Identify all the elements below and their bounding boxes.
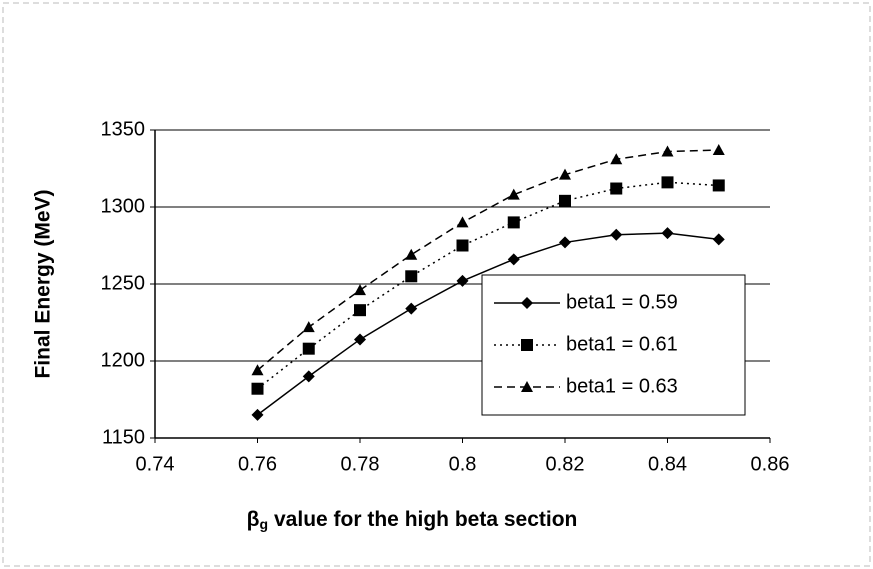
- marker: [661, 227, 674, 240]
- marker: [456, 216, 469, 228]
- marker: [661, 145, 674, 157]
- marker: [712, 179, 725, 192]
- marker: [712, 144, 725, 156]
- marker: [610, 153, 623, 165]
- marker: [405, 302, 418, 315]
- marker: [610, 228, 623, 241]
- x-tick-label: 0.82: [546, 453, 585, 475]
- marker: [521, 297, 533, 309]
- marker: [251, 408, 264, 421]
- legend-label: beta1 = 0.61: [566, 333, 678, 355]
- marker: [610, 182, 623, 195]
- marker: [661, 176, 674, 189]
- x-tick-label: 0.8: [449, 453, 477, 475]
- series-line: [257, 232, 719, 416]
- marker: [302, 321, 315, 333]
- marker: [251, 364, 264, 376]
- marker: [456, 274, 469, 287]
- marker: [354, 284, 366, 296]
- marker: [559, 168, 571, 180]
- marker: [354, 333, 366, 346]
- marker: [521, 339, 533, 351]
- y-tick-label: 1150: [102, 426, 145, 448]
- series-line: [257, 149, 719, 371]
- x-tick-label: 0.86: [751, 453, 790, 475]
- series-line: [257, 181, 719, 390]
- y-tick-label: 1250: [101, 272, 146, 294]
- marker: [507, 188, 520, 200]
- marker: [712, 233, 725, 246]
- x-tick-label: 0.84: [648, 453, 687, 475]
- marker: [507, 253, 520, 266]
- marker: [559, 236, 571, 249]
- x-axis-title: βg value for the high beta section: [247, 508, 578, 532]
- y-axis-title: Final Energy (MeV): [32, 189, 55, 378]
- x-axis-subscript: g: [259, 516, 268, 532]
- marker: [251, 382, 264, 395]
- y-tick-label: 1350: [101, 118, 146, 140]
- x-tick-label: 0.78: [341, 453, 380, 475]
- y-tick-label: 1200: [101, 349, 146, 371]
- marker: [456, 239, 469, 252]
- x-axis-symbol: β: [247, 508, 260, 531]
- legend-label: beta1 = 0.63: [566, 375, 678, 397]
- marker: [302, 370, 315, 383]
- marker: [521, 381, 533, 392]
- marker: [405, 248, 418, 260]
- x-tick-label: 0.76: [238, 453, 277, 475]
- y-tick-label: 1300: [101, 195, 146, 217]
- marker: [507, 216, 520, 229]
- legend: beta1 = 0.59 beta1 = 0.61 beta1 = 0.63: [481, 274, 746, 416]
- marker: [559, 194, 571, 207]
- x-axis-text: value for the high beta section: [274, 508, 577, 531]
- legend-label: beta1 = 0.59: [566, 291, 678, 313]
- marker: [302, 342, 315, 355]
- marker: [405, 270, 418, 283]
- marker: [354, 304, 366, 317]
- x-tick-label: 0.74: [136, 453, 175, 475]
